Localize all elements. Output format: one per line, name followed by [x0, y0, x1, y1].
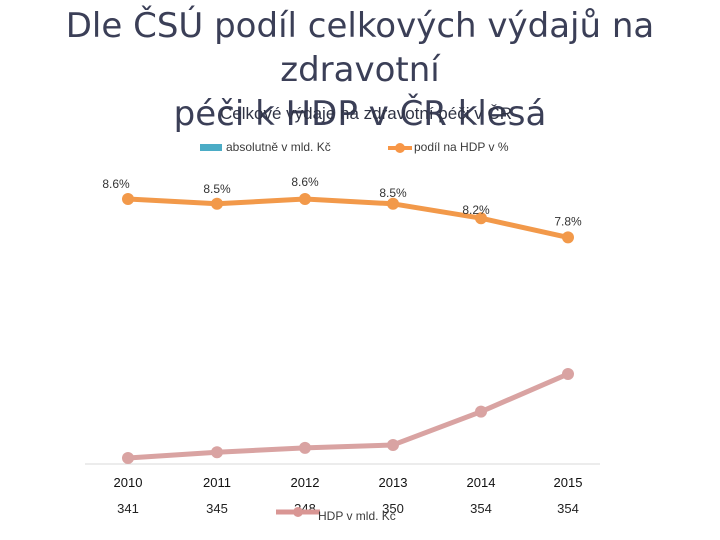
share-label-2011: 8.5%: [203, 182, 231, 196]
series-layer: [122, 193, 574, 464]
legend-swatch-absolute: [200, 144, 222, 151]
hdp-point-2011: [211, 446, 223, 459]
slide-title-line1: Dle ČSÚ podíl celkových výdajů na zdravo…: [65, 6, 655, 90]
chart-title: Celkové výdaje na zdravotní péči v ČR: [220, 104, 512, 123]
legend-marker-share: [395, 143, 405, 153]
share-label-2014: 8.2%: [462, 203, 490, 217]
slide-title-line2: péči k HDP v ČR klesá: [173, 94, 547, 134]
absolute-value-2015: 354: [557, 501, 579, 516]
x-tick-2012: 2012: [291, 475, 320, 490]
absolute-value-2011: 345: [206, 501, 228, 516]
share-label-2012: 8.6%: [291, 175, 319, 189]
legend-label-hdp: HDP v mld. Kč: [318, 509, 396, 523]
x-tick-2010: 2010: [114, 475, 143, 490]
legend-marker-hdp: [293, 507, 303, 517]
share-label-2013: 8.5%: [379, 186, 407, 200]
legend-label-share: podíl na HDP v %: [414, 140, 509, 154]
share-label-2010: 8.6%: [102, 177, 130, 191]
x-tick-2015: 2015: [554, 475, 583, 490]
hdp-point-2013: [387, 438, 399, 451]
legend: absolutně v mld. Kč podíl na HDP v %: [200, 140, 509, 154]
hdp-point-2014: [475, 405, 487, 418]
share-point-2015: [562, 231, 574, 244]
hdp-point-2015: [562, 368, 574, 380]
x-tick-2013: 2013: [379, 475, 408, 490]
share-label-2015: 7.8%: [554, 214, 582, 228]
hdp-legend: HDP v mld. Kč: [276, 507, 396, 523]
hdp-point-2010: [122, 452, 134, 464]
slide-title: Dle ČSÚ podíl celkových výdajů na zdravo…: [20, 4, 700, 136]
share-series-line: [127, 196, 569, 240]
x-tick-2011: 2011: [203, 475, 231, 490]
absolute-value-2013: 350: [382, 501, 404, 516]
share-point-2013: [387, 197, 399, 210]
hdp-point-2012: [299, 441, 311, 454]
share-point-2014: [475, 212, 487, 225]
share-point-2011: [211, 197, 223, 210]
share-point-2010: [122, 193, 134, 205]
hdp-series-line: [127, 371, 569, 461]
share-point-2012: [299, 193, 311, 205]
x-tick-2014: 2014: [467, 475, 496, 490]
absolute-value-2014: 354: [470, 501, 492, 516]
absolute-value-2010: 341: [117, 501, 139, 516]
legend-label-absolute: absolutně v mld. Kč: [226, 140, 331, 154]
